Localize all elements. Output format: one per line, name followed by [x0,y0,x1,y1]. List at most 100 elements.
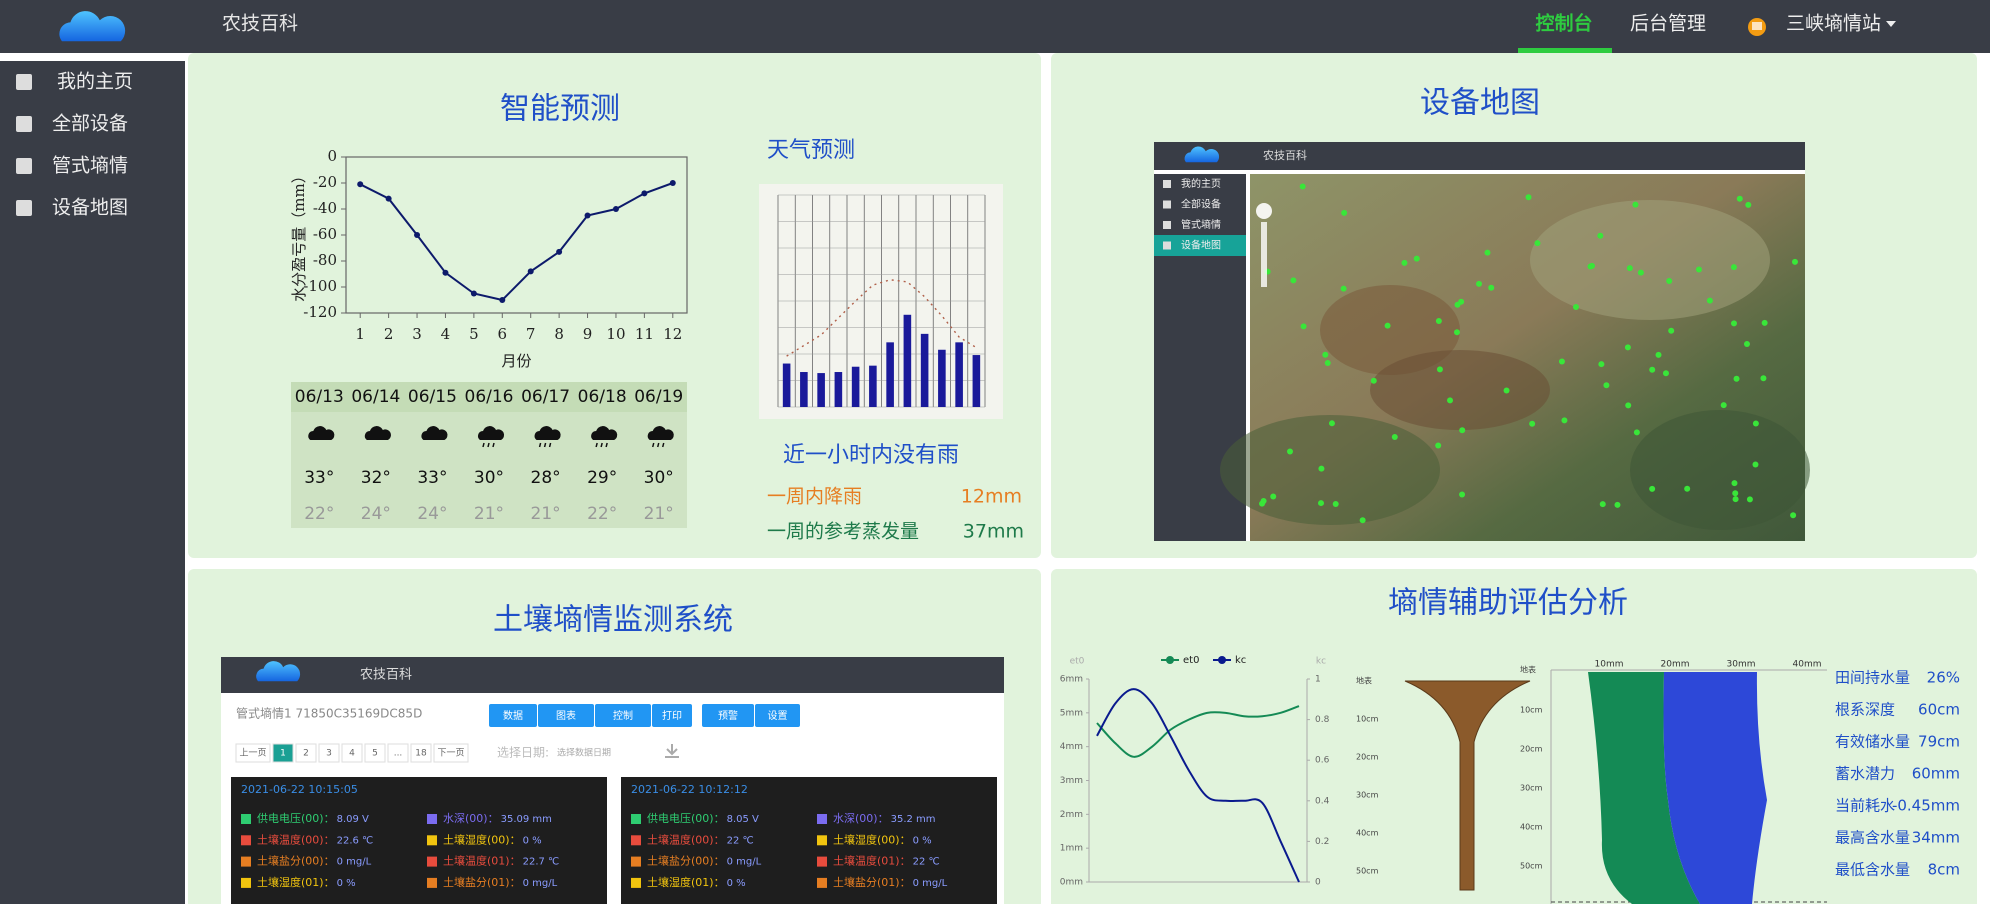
x-tick-label: 4 [441,325,451,343]
page-link[interactable]: 1 [280,749,286,759]
reading-label: 土壤温度(01)： [443,854,521,868]
date: 06/14 [351,387,400,407]
page-link[interactable]: 上一页 [239,748,266,759]
page-link[interactable]: 4 [349,749,355,759]
bar [955,342,963,407]
rain-drop [548,442,552,448]
button-label[interactable]: 数据 [503,709,523,722]
page-link[interactable]: 18 [415,749,427,759]
button-label[interactable]: 预警 [718,709,738,722]
button-label[interactable]: 控制 [613,709,633,722]
depth-label: 10cm [1356,715,1379,724]
row-icon [241,835,251,846]
sidebar-item[interactable]: 管式墒情 [52,155,128,177]
menu-icon [1163,221,1171,229]
device-marker [1668,327,1675,334]
date-input[interactable]: 选择数据日期 [557,747,611,759]
row-icon [241,856,251,867]
nav-link[interactable]: 控制台 [1535,12,1592,35]
sidebar-item[interactable]: 我的主页 [57,71,133,93]
brand[interactable]: 农技百科 [222,13,298,35]
sidebar-item[interactable]: 全部设备 [52,113,128,135]
download-icon [665,744,679,758]
brand: 农技百科 [1263,148,1307,162]
y-tick-label: -80 [313,251,337,269]
reading-value: 22.6 ℃ [337,835,374,846]
device-marker [1332,501,1339,508]
soil-profile [1404,680,1531,891]
menu-icon [1163,180,1171,188]
rain-drop [543,442,547,448]
caret [1886,21,1896,27]
y-tick-label: 0mm [1060,878,1083,888]
button-label[interactable]: 设置 [768,710,788,722]
device-marker [1745,201,1752,208]
x-tick-label: 10 [606,325,625,343]
sidebar-item[interactable]: 设备地图 [52,197,128,219]
y-tick-label: -40 [313,199,337,217]
point [669,180,676,186]
sidebar [0,61,185,904]
brand: 农技百科 [360,668,412,683]
page-link[interactable]: 下一页 [437,748,464,759]
reading-label: 供电电压(00)： [647,811,725,825]
device-marker [1488,284,1495,291]
device-marker [1318,465,1325,472]
reading-label: 土壤盐分(00)： [647,854,725,868]
page-link[interactable]: 5 [372,749,378,759]
stat-value: 37mm [963,521,1024,543]
nav-link[interactable]: 后台管理 [1630,13,1706,35]
device-marker [1359,517,1366,524]
stat-value: 60mm [1912,765,1960,783]
device-marker [1632,201,1639,208]
status: 近一小时内没有雨 [783,443,959,468]
device-marker [1684,485,1691,492]
device-marker [1614,501,1621,508]
menu-item: 管式墒情 [1181,218,1221,231]
x-tick-label: 3 [412,325,422,343]
date-label: 选择日期: [497,746,549,760]
reading-value: 8.09 V [337,814,369,825]
device-marker [1666,278,1673,285]
row-icon [241,814,251,824]
device-marker [1649,485,1656,492]
sidebar-icon [16,200,32,216]
device-marker [1761,319,1768,326]
device-marker [1572,303,1579,310]
point [499,297,506,303]
page-link[interactable]: 3 [326,749,332,759]
y-tick-label: 6mm [1060,675,1083,685]
x-tick-label: 6 [498,325,508,343]
reading-value: 35.09 mm [501,814,552,825]
page-link[interactable]: 2 [303,749,309,759]
button-label[interactable]: 图表 [556,709,576,722]
stat-label: 根系深度 [1835,701,1895,719]
rain-drop [487,442,490,448]
high-temp: 30° [644,468,674,488]
row-icon [427,856,437,867]
menu-active [1154,235,1246,256]
panel-title: 土壤墒情监测系统 [493,603,733,638]
page-link[interactable]: ... [394,749,403,759]
device-marker [1534,240,1541,247]
row-icon [631,814,641,824]
device-marker [1401,259,1408,266]
page-button [433,743,469,763]
series-line [1096,705,1300,758]
line [786,279,977,357]
bar [886,342,894,407]
button [489,704,537,727]
y-tick-label: -20 [313,173,337,191]
y2-tick-label: 0.2 [1315,837,1329,847]
button-label[interactable]: 打印 [662,709,682,722]
map-terrain [1530,200,1770,320]
map-control [1261,222,1267,287]
width-label: 40mm [1793,660,1822,670]
bar [938,349,946,407]
card [231,777,607,904]
bar [869,365,877,407]
stat-value: 12mm [961,486,1022,508]
depth-label: 40cm [1520,823,1543,832]
user-menu[interactable]: 三峡墒情站 [1786,13,1881,35]
